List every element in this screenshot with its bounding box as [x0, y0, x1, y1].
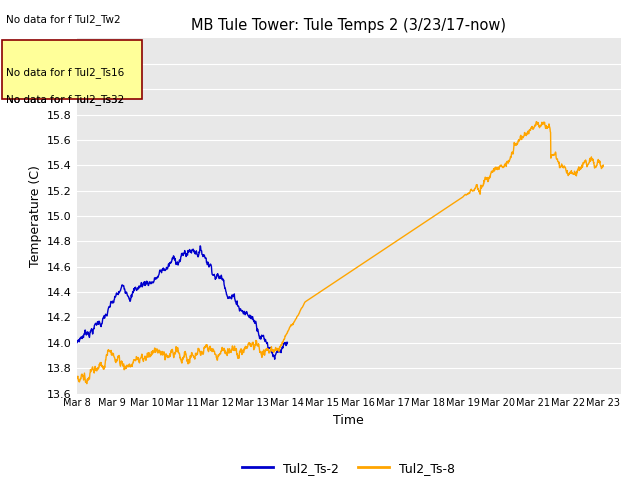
X-axis label: Time: Time: [333, 414, 364, 427]
Text: No data for f Tul2_Tw2: No data for f Tul2_Tw2: [6, 14, 121, 25]
Text: No data for f Tul2_Ts32: No data for f Tul2_Ts32: [6, 94, 125, 105]
Title: MB Tule Tower: Tule Temps 2 (3/23/17-now): MB Tule Tower: Tule Temps 2 (3/23/17-now…: [191, 18, 506, 33]
Text: No data for f Tul2_Ts16: No data for f Tul2_Ts16: [6, 67, 125, 78]
Legend: Tul2_Ts-2, Tul2_Ts-8: Tul2_Ts-2, Tul2_Ts-8: [237, 456, 460, 480]
Text: No data for f Tul2_Ts32: No data for f Tul2_Ts32: [6, 94, 125, 105]
Text: No data for f Tul2_Ts16: No data for f Tul2_Ts16: [6, 67, 125, 78]
Y-axis label: Temperature (C): Temperature (C): [29, 165, 42, 267]
Text: No data for f Tul2_Ts4: No data for f Tul2_Ts4: [6, 41, 118, 52]
